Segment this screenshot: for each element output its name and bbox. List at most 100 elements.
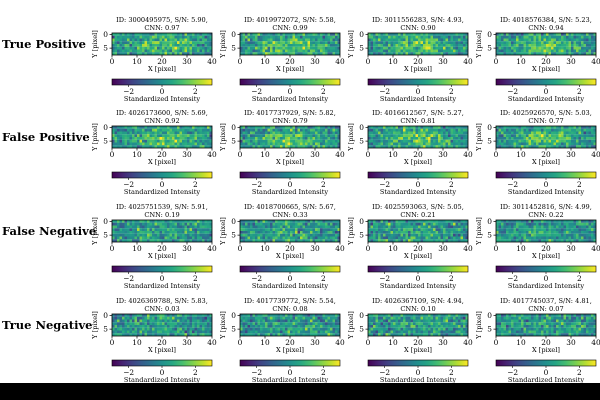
heatmap-cell — [124, 38, 128, 42]
heatmap-cell — [418, 225, 421, 229]
heatmap-cell — [139, 322, 143, 326]
heatmap-cell — [287, 239, 291, 243]
heatmap-cell — [147, 333, 150, 337]
heatmap-cell — [277, 325, 281, 328]
heatmap-cell — [312, 327, 316, 331]
colorbar-tick-label: 0 — [416, 87, 421, 96]
heatmap-cell — [455, 228, 459, 232]
heatmap-cell — [194, 319, 198, 323]
heatmap-cell — [410, 236, 414, 240]
heatmap-cell — [277, 316, 281, 320]
heatmap-cell — [410, 126, 414, 129]
heatmap-cell — [398, 33, 401, 36]
heatmap-cell — [282, 38, 286, 42]
heatmap-cell — [315, 142, 318, 146]
heatmap-cell — [496, 231, 499, 234]
heatmap-cell — [129, 220, 133, 223]
heatmap-cell — [410, 128, 414, 132]
heatmap-cell — [119, 142, 123, 146]
heatmap-cell — [122, 333, 125, 337]
heatmap-cell — [252, 233, 256, 237]
heatmap-cell — [272, 239, 276, 243]
heatmap-cell — [418, 41, 421, 45]
heatmap-cell — [420, 222, 424, 226]
heatmap-cell — [317, 220, 321, 223]
heatmap-cell — [272, 49, 276, 53]
heatmap-cell — [242, 225, 246, 229]
heatmap-cell — [189, 52, 193, 56]
heatmap-cell — [272, 319, 276, 323]
heatmap-cell — [255, 126, 258, 129]
heatmap-cell — [114, 325, 118, 328]
heatmap-cell — [430, 134, 434, 138]
heatmap-cell — [187, 142, 190, 146]
heatmap-cell — [330, 325, 333, 328]
heatmap-cell — [511, 233, 514, 237]
heatmap-cell — [114, 222, 118, 226]
heatmap-cell — [137, 319, 140, 323]
heatmap-cell — [458, 225, 461, 229]
heatmap-cell — [508, 222, 512, 226]
heatmap-cell — [445, 220, 449, 223]
heatmap-cell — [395, 35, 399, 39]
heatmap-cell — [270, 225, 273, 229]
heatmap-cell — [380, 33, 384, 36]
heatmap-cell — [169, 35, 173, 39]
heatmap-cell — [187, 233, 190, 237]
heatmap-cell — [523, 225, 527, 229]
heatmap-cell — [368, 236, 371, 240]
heatmap-cell — [578, 49, 582, 53]
heatmap-cell — [385, 231, 389, 234]
heatmap-cell — [285, 319, 288, 323]
heatmap-cell — [531, 222, 534, 226]
heatmap-cell — [262, 128, 266, 132]
heatmap-cell — [531, 142, 534, 146]
colorbar-tick-label: −2 — [507, 274, 518, 283]
heatmap-cell — [465, 131, 469, 135]
heatmap-cell — [207, 139, 210, 143]
heatmap-cell — [174, 314, 178, 317]
heatmap-cell — [144, 222, 148, 226]
heatmap-cell — [137, 46, 140, 50]
heatmap-cell — [330, 126, 333, 129]
heatmap-cell — [573, 128, 577, 132]
heatmap-cell — [207, 325, 210, 328]
heatmap-cell — [571, 233, 574, 237]
heatmap-cell — [154, 49, 158, 53]
heatmap-cell — [511, 239, 514, 243]
heatmap-cell — [154, 134, 158, 138]
heatmap-cell — [330, 231, 333, 234]
heatmap-cell — [455, 137, 459, 140]
heatmap-cell — [147, 41, 150, 45]
heatmap-cell — [445, 35, 449, 39]
heatmap-cell — [320, 131, 323, 135]
heatmap-cell — [393, 239, 396, 243]
heatmap-cell — [463, 220, 466, 223]
heatmap-cell — [112, 316, 115, 320]
heatmap-cell — [270, 333, 273, 337]
heatmap-cell — [280, 137, 283, 140]
heatmap-cell — [591, 126, 594, 129]
heatmap-cell — [167, 231, 170, 234]
heatmap-cell — [403, 128, 406, 132]
x-tick-label: 40 — [207, 338, 217, 347]
heatmap-cell — [262, 33, 266, 36]
heatmap-cell — [310, 137, 313, 140]
heatmap-cell — [533, 49, 537, 53]
heatmap-cell — [134, 46, 138, 50]
heatmap-cell — [252, 333, 256, 337]
heatmap-cell — [134, 316, 138, 320]
heatmap-cell — [119, 333, 123, 337]
heatmap-cell — [568, 236, 572, 240]
heatmap-cell — [430, 145, 434, 149]
y-axis-label: Y [pixel] — [91, 311, 99, 340]
heatmap-cell — [247, 134, 251, 138]
heatmap-cell — [167, 38, 170, 42]
heatmap-cell — [581, 41, 584, 45]
heatmap-cell — [154, 220, 158, 223]
heatmap-cell — [204, 128, 208, 132]
heatmap-cell — [518, 44, 522, 47]
heatmap-cell — [189, 225, 193, 229]
heatmap-cell — [571, 222, 574, 226]
heatmap-cell — [443, 38, 446, 42]
